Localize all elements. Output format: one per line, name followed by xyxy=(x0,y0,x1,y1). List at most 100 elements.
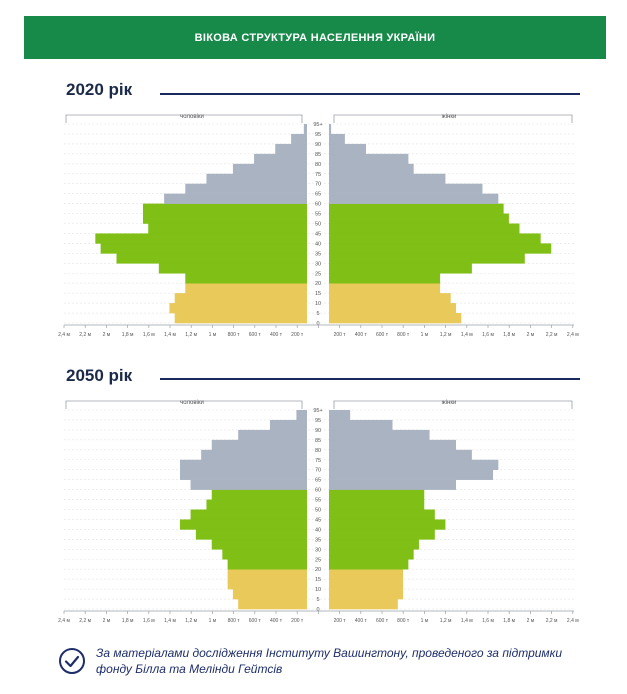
age-tick-label: 85 xyxy=(315,152,321,158)
chart-title-2050: 2050 рік xyxy=(66,366,133,385)
age-tick-label: 80 xyxy=(315,448,321,454)
x-tick-label: 2,2 м xyxy=(546,332,558,338)
x-tick-label: 400 т xyxy=(270,618,283,624)
bar-female xyxy=(329,313,462,324)
x-tick-label: 800 т xyxy=(228,332,241,338)
bar-female xyxy=(329,579,404,590)
bar-male xyxy=(180,469,307,480)
bar-male xyxy=(174,313,307,324)
x-tick-label: 2,4 м xyxy=(58,332,70,338)
age-tick-label: 80 xyxy=(315,162,321,168)
bar-male xyxy=(206,499,307,510)
x-tick-label: 400 т xyxy=(270,332,283,338)
bar-male xyxy=(158,263,307,274)
bar-female xyxy=(329,273,441,284)
label-left: чоловіки xyxy=(180,400,204,406)
x-tick-label: 600 т xyxy=(376,332,389,338)
banner: ВІКОВА СТРУКТУРА НАСЕЛЕННЯ УКРАЇНИ xyxy=(24,16,606,59)
bracket-right xyxy=(333,400,573,409)
title-rule-2050 xyxy=(160,378,580,380)
x-tick-label: 600 т xyxy=(376,618,389,624)
bar-female xyxy=(329,133,345,145)
bar-male xyxy=(232,589,307,600)
x-tick-label: 1,6 м xyxy=(143,618,155,624)
bar-female xyxy=(329,213,509,224)
x-tick-label: 200 т xyxy=(334,618,347,624)
age-tick-label: 45 xyxy=(315,231,321,237)
label-right: жінки xyxy=(442,400,457,406)
bar-female xyxy=(329,243,552,254)
x-tick-label: 1 м xyxy=(209,618,217,624)
bar-female xyxy=(329,193,499,204)
bar-male xyxy=(227,579,307,590)
bar-female xyxy=(329,143,367,155)
age-tick-label: 30 xyxy=(315,261,321,267)
bar-male xyxy=(275,143,307,155)
x-tick-label: 800 т xyxy=(397,332,410,338)
x-tick-label: 2,2 м xyxy=(79,618,91,624)
x-tick-label: 400 т xyxy=(355,618,368,624)
bar-female xyxy=(329,410,351,421)
bar-male xyxy=(185,273,307,284)
bar-male xyxy=(296,410,307,421)
bar-male xyxy=(100,243,307,254)
age-tick-label: 55 xyxy=(315,498,321,504)
x-tick-label: 1,8 м xyxy=(122,618,134,624)
age-tick-label: 25 xyxy=(315,271,321,277)
x-tick-label: 2,4 м xyxy=(567,618,579,624)
x-tick-label: 1,2 м xyxy=(185,332,197,338)
bracket-left xyxy=(65,400,303,409)
x-tick-label: 2 м xyxy=(527,332,535,338)
x-tick-label: 1,2 м xyxy=(185,618,197,624)
age-tick-label: 90 xyxy=(315,142,321,148)
footer-text: За матеріалами дослідження Інституту Ваш… xyxy=(96,645,562,677)
x-tick-label: 1,6 м xyxy=(482,618,494,624)
x-tick-label: 1 м xyxy=(421,332,429,338)
bar-male xyxy=(303,124,307,135)
bar-male xyxy=(190,479,307,490)
population-pyramid-2050: чоловіки жінки 0 5 10 15 20 25 30 35 40 45 50 55 60 65 7… xyxy=(58,400,579,624)
age-tick-label: 10 xyxy=(315,301,321,307)
age-tick-label: 15 xyxy=(315,291,321,297)
x-tick-label: 800 т xyxy=(228,618,241,624)
bar-male xyxy=(169,303,307,314)
bar-female xyxy=(329,293,451,304)
banner-title: ВІКОВА СТРУКТУРА НАСЕЛЕННЯ УКРАЇНИ xyxy=(194,31,436,44)
bar-male xyxy=(211,539,307,550)
bar-female xyxy=(329,549,414,560)
label-left: чоловіки xyxy=(180,114,204,120)
bar-male xyxy=(116,253,307,264)
bar-female xyxy=(329,589,404,600)
check-circle-icon xyxy=(59,648,85,674)
bar-female xyxy=(329,439,456,451)
bar-female xyxy=(329,203,504,214)
title-rule-2020 xyxy=(160,93,580,95)
bar-male xyxy=(148,223,307,234)
x-tick-label: 1,4 м xyxy=(164,618,176,624)
age-tick-label: 50 xyxy=(315,508,321,514)
age-tick-label: 15 xyxy=(315,577,321,583)
chart-title-2020: 2020 рік xyxy=(66,80,133,99)
age-tick-label: 75 xyxy=(315,458,321,464)
bar-male xyxy=(201,449,307,461)
x-tick-label: 1,4 м xyxy=(461,332,473,338)
bar-female xyxy=(329,263,472,274)
x-tick-label: 2,2 м xyxy=(546,618,558,624)
age-tick-label: 75 xyxy=(315,172,321,178)
bar-female xyxy=(329,283,441,294)
age-tick-label: 25 xyxy=(315,557,321,563)
footer-note: За матеріалами дослідження Інституту Ваш… xyxy=(58,645,598,677)
bar-male xyxy=(185,183,307,194)
bar-female xyxy=(329,233,541,244)
bar-female xyxy=(329,459,499,470)
age-tick-label: 95+ xyxy=(313,122,322,128)
age-tick-label: 65 xyxy=(315,478,321,484)
bar-female xyxy=(329,529,435,540)
age-tick-label: 35 xyxy=(315,251,321,257)
bar-female xyxy=(329,253,525,264)
bar-female xyxy=(329,509,435,520)
bar-male xyxy=(180,519,307,530)
x-tick-label: 200 т xyxy=(291,332,304,338)
age-tick-label: 40 xyxy=(315,241,321,247)
bar-female xyxy=(329,153,409,165)
